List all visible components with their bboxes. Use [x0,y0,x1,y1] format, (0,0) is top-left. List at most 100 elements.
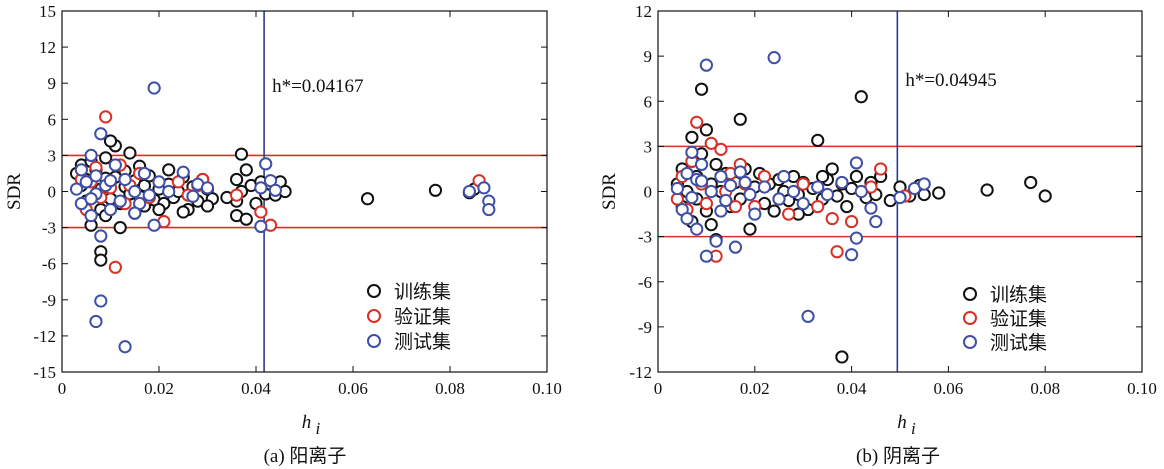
y-tick-label: 6 [644,92,653,111]
data-point [767,51,781,65]
data-point [94,127,108,141]
data-point [796,196,810,211]
data-point [733,112,747,126]
data-point [128,184,142,199]
x-tick-label: 0.10 [1127,379,1157,398]
x-tick-label: 0.02 [740,379,770,398]
data-point [699,249,714,263]
data-point [825,211,839,226]
data-point [147,218,161,232]
data-point [704,184,718,199]
data-point [811,133,825,147]
data-point [728,199,743,214]
data-point [849,156,864,170]
data-point [162,163,176,177]
data-point [699,58,714,72]
data-point [757,180,772,194]
data-point [128,206,142,220]
data-point [917,177,931,191]
data-point [74,163,89,177]
data-point [254,205,268,219]
x-tick-label: 0.04 [241,379,271,398]
y-tick-label: 9 [644,47,653,66]
data-point [869,214,883,229]
data-point [849,169,864,184]
data-point [200,199,215,213]
data-point [84,208,98,223]
data-point [782,207,796,221]
y-tick-label: 9 [48,74,57,93]
x-tick-label: 0 [58,379,67,398]
data-point [142,188,156,202]
data-point [772,192,786,206]
x-tick-label: 0.06 [338,379,368,398]
y-tick-label: -15 [33,363,56,382]
legend-label: 测试集 [990,332,1047,354]
data-point [815,169,830,184]
data-point [259,157,273,171]
y-tick-label: -6 [638,273,652,292]
data-point [239,163,253,177]
panel-caption: (a) 阳离子 [264,445,347,467]
x-axis-label-subscript: i [316,419,321,438]
legend-label: 测试集 [394,331,451,353]
x-tick-label: 0.08 [435,379,465,398]
y-tick-label: 6 [48,110,57,129]
data-point [152,202,166,217]
data-point [152,175,166,189]
data-point [699,196,714,211]
y-tick-label: 15 [39,2,56,21]
legend-label: 训练集 [990,284,1047,306]
data-point [743,187,757,202]
x-tick-label: 0.02 [144,379,174,398]
data-point [714,204,728,218]
data-point [108,158,122,172]
data-point [699,123,714,137]
data-point [811,199,825,214]
series-2 [69,81,496,354]
x-axis-label: h [302,412,312,433]
y-tick-label: 12 [635,2,652,21]
data-point [757,169,772,184]
data-point [360,192,375,206]
data-point [786,184,801,199]
y-axis-label: SDR [599,173,620,210]
data-point [845,214,859,229]
y-axis-label: SDR [4,173,25,210]
data-point [932,186,946,200]
data-point [685,190,699,205]
data-point [874,162,888,176]
data-point [113,194,127,208]
data-point [690,115,704,129]
data-point [94,294,108,308]
data-point [980,183,994,197]
data-point [186,189,200,203]
data-point [118,340,132,354]
x-tick-label: 0.08 [1030,379,1060,398]
y-tick-label: 0 [48,183,57,202]
legend-label: 训练集 [394,281,451,303]
data-point [230,188,244,202]
data-point [864,201,878,215]
data-point [268,183,282,197]
data-point [694,157,709,172]
data-point [482,202,496,217]
data-point [728,240,743,254]
data-point [694,82,709,96]
data-point [820,187,835,202]
data-point [680,211,694,226]
data-point [69,182,84,196]
legend-marker [367,334,381,348]
legend-marker [367,309,381,323]
data-point [123,146,137,160]
series-2 [670,51,931,323]
data-point [162,184,176,199]
data-point [685,145,699,159]
x-tick-label: 0.06 [934,379,964,398]
data-point [137,166,152,181]
data-point [801,309,815,323]
y-tick-label: -12 [33,327,56,346]
data-point [670,192,684,206]
data-point [89,169,103,183]
data-point [825,162,839,176]
